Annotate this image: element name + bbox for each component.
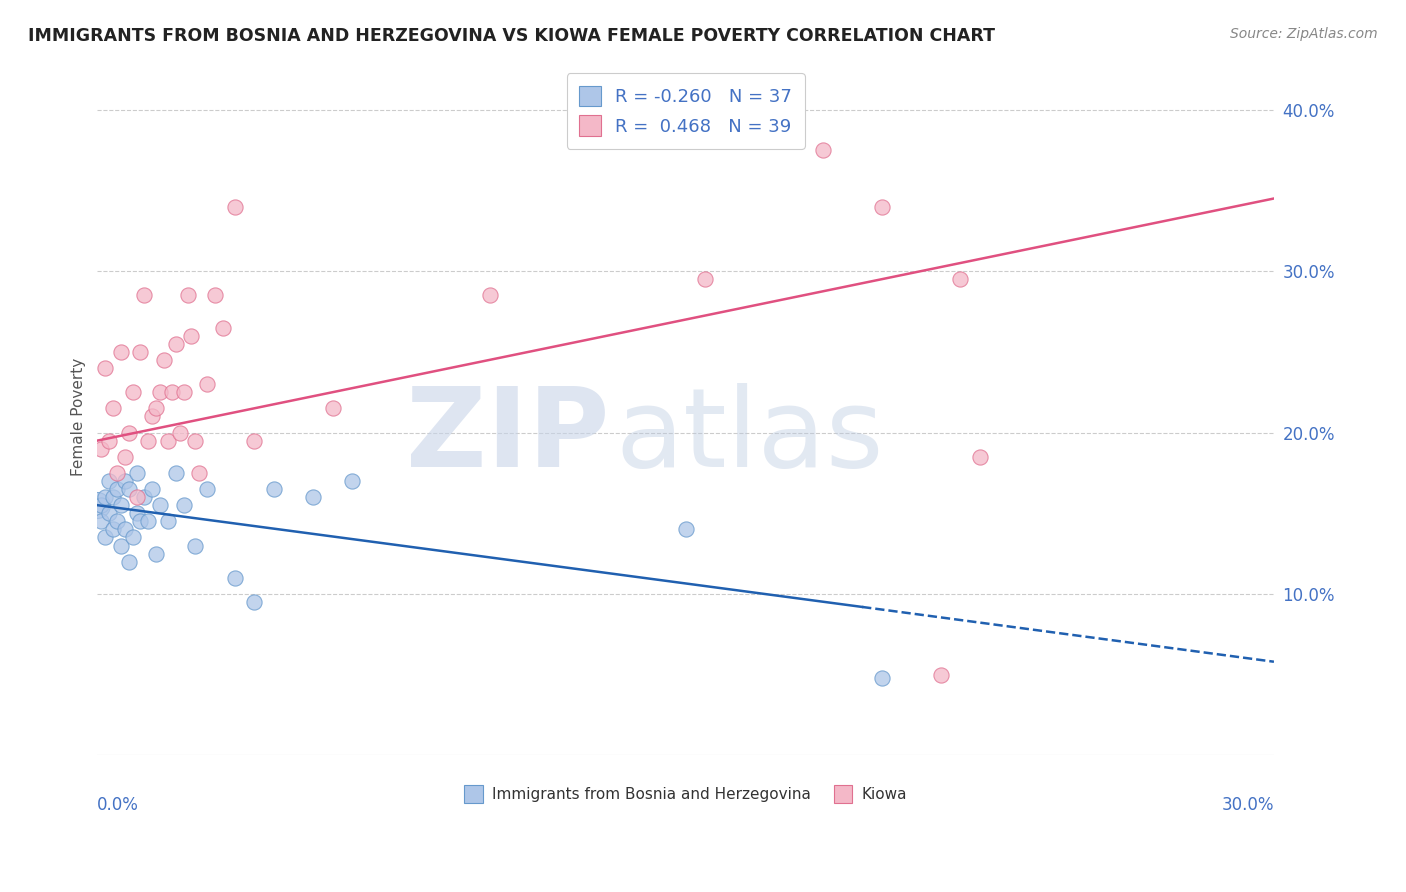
Point: [870, 200, 893, 214]
Point: [188, 466, 211, 480]
Point: [949, 272, 972, 286]
Text: atlas: atlas: [614, 384, 883, 491]
Point: [322, 401, 344, 416]
Point: [145, 547, 167, 561]
Point: [212, 320, 235, 334]
Point: [121, 531, 143, 545]
Point: [675, 522, 697, 536]
Point: [114, 450, 136, 464]
Point: [98, 434, 121, 448]
Point: [224, 571, 246, 585]
Point: [101, 522, 124, 536]
Point: [160, 385, 183, 400]
Point: [149, 385, 172, 400]
Point: [118, 425, 141, 440]
Point: [173, 385, 195, 400]
Point: [118, 555, 141, 569]
Point: [302, 490, 325, 504]
Point: [105, 514, 128, 528]
Point: [204, 288, 226, 302]
Point: [138, 434, 160, 448]
Point: [969, 450, 991, 464]
Point: [125, 506, 148, 520]
Point: [101, 490, 124, 504]
Point: [129, 514, 152, 528]
Point: [129, 344, 152, 359]
Point: [870, 671, 893, 685]
Point: [134, 490, 156, 504]
Text: 30.0%: 30.0%: [1222, 796, 1274, 814]
Point: [110, 344, 132, 359]
Point: [811, 143, 834, 157]
Point: [105, 466, 128, 480]
Point: [114, 522, 136, 536]
Point: [243, 595, 266, 609]
Point: [125, 490, 148, 504]
Point: [156, 514, 179, 528]
Point: [169, 425, 191, 440]
Point: [90, 514, 112, 528]
Point: [134, 288, 156, 302]
Point: [101, 401, 124, 416]
Point: [153, 352, 176, 367]
Point: [110, 498, 132, 512]
Point: [138, 514, 160, 528]
Text: Source: ZipAtlas.com: Source: ZipAtlas.com: [1230, 27, 1378, 41]
Point: [184, 539, 207, 553]
Point: [105, 482, 128, 496]
Text: 0.0%: 0.0%: [97, 796, 139, 814]
Point: [149, 498, 172, 512]
Point: [118, 482, 141, 496]
Point: [243, 434, 266, 448]
Point: [695, 272, 717, 286]
Point: [342, 474, 364, 488]
Point: [173, 498, 195, 512]
Point: [110, 539, 132, 553]
Point: [90, 442, 112, 456]
Point: [263, 482, 285, 496]
Point: [94, 531, 117, 545]
Text: IMMIGRANTS FROM BOSNIA AND HERZEGOVINA VS KIOWA FEMALE POVERTY CORRELATION CHART: IMMIGRANTS FROM BOSNIA AND HERZEGOVINA V…: [28, 27, 995, 45]
Point: [98, 506, 121, 520]
Point: [90, 498, 112, 512]
Point: [98, 474, 121, 488]
Point: [929, 667, 952, 681]
Point: [145, 401, 167, 416]
Point: [141, 409, 163, 424]
Point: [165, 336, 187, 351]
Point: [114, 474, 136, 488]
Point: [180, 328, 202, 343]
Point: [478, 288, 501, 302]
Legend: Immigrants from Bosnia and Herzegovina, Kiowa: Immigrants from Bosnia and Herzegovina, …: [458, 779, 912, 809]
Point: [141, 482, 163, 496]
Point: [165, 466, 187, 480]
Y-axis label: Female Poverty: Female Poverty: [72, 358, 86, 475]
Point: [156, 434, 179, 448]
Point: [121, 385, 143, 400]
Point: [184, 434, 207, 448]
Point: [224, 200, 246, 214]
Point: [195, 377, 218, 392]
Point: [125, 466, 148, 480]
Point: [94, 490, 117, 504]
Point: [94, 361, 117, 376]
Text: ZIP: ZIP: [406, 384, 609, 491]
Point: [195, 482, 218, 496]
Point: [86, 498, 108, 512]
Point: [176, 288, 198, 302]
